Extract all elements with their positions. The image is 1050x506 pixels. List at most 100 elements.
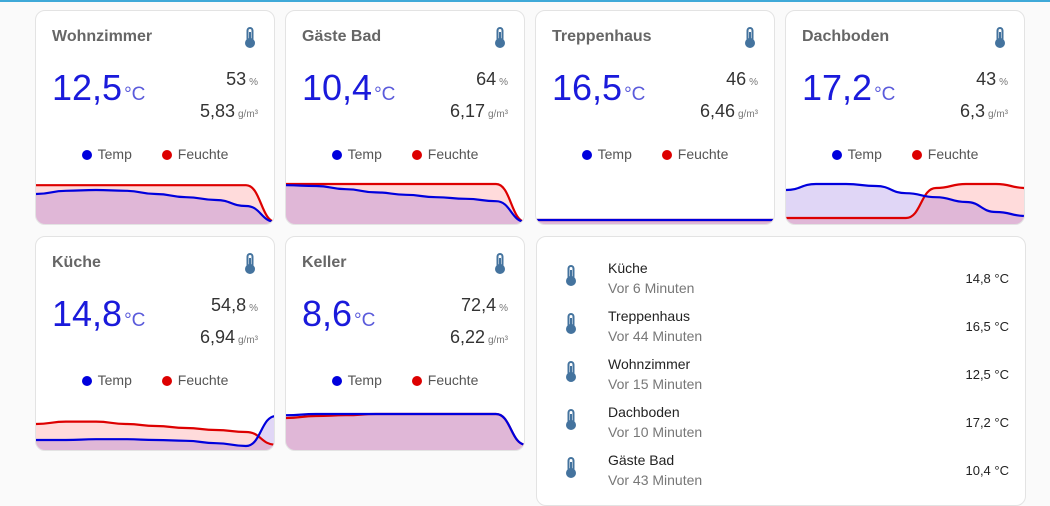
temp-dot-icon (581, 150, 592, 160)
humidity-dot-icon (411, 150, 422, 160)
entity-value: 12,5 °C (965, 367, 1009, 382)
humidity-area (36, 185, 274, 224)
legend-temp[interactable]: Temp (831, 146, 882, 162)
temp-dot-icon (81, 150, 92, 160)
temperature-unit: °C (124, 84, 146, 105)
humidity-dot-icon (161, 150, 172, 160)
chart-legend: Temp Feuchte (286, 372, 524, 388)
legend-temp-label: Temp (97, 146, 132, 162)
legend-temp-label: Temp (347, 146, 382, 162)
entity-name: Treppenhaus (608, 308, 690, 324)
sensor-card-0[interactable]: Wohnzimmer 12,5 °C 53% 5,83 g/m³ Temp Feuc… (35, 10, 275, 225)
absolute-humidity-unit: g/m³ (238, 335, 258, 346)
legend-temp[interactable]: Temp (331, 146, 382, 162)
card-title: Küche (52, 254, 101, 271)
humidity-line (36, 184, 274, 223)
temperature-unit: °C (624, 84, 646, 105)
sparkline-chart (286, 412, 524, 450)
card-title: Dachboden (802, 28, 890, 45)
legend-humidity[interactable]: Feuchte (161, 372, 229, 388)
humidity-value: 72,4% (461, 295, 508, 315)
humidity-unit: % (249, 303, 258, 314)
legend-humidity[interactable]: Feuchte (411, 146, 478, 162)
humidity-area (786, 184, 1024, 224)
legend-humidity-label: Feuchte (427, 372, 479, 388)
sparkline-chart (286, 182, 524, 224)
absolute-humidity-unit: g/m³ (488, 335, 508, 346)
entity-row[interactable]: Küche Vor 6 Minuten 14,8 °C (537, 251, 1025, 299)
chart-legend: Temp Feuchte (36, 146, 274, 162)
humidity-dot-icon (411, 376, 422, 386)
entities-card: Küche Vor 6 Minuten 14,8 °C Treppenhaus Vor … (536, 236, 1026, 506)
humidity-dot-icon (161, 376, 172, 386)
sparkline-chart (36, 415, 274, 450)
entity-last-changed: Vor 6 Minuten (608, 280, 695, 296)
temperature-value: 16,5 °C (552, 67, 646, 108)
humidity-dot-icon (661, 150, 672, 160)
chart-legend: Temp Feuchte (36, 372, 274, 388)
sensor-card-1[interactable]: Gäste Bad 10,4 °C 64% 6,17 g/m³ Temp Feuch… (285, 10, 525, 225)
legend-humidity[interactable]: Feuchte (161, 146, 228, 162)
entity-row[interactable]: Wohnzimmer Vor 15 Minuten 12,5 °C (537, 347, 1025, 395)
thermometer-icon (565, 265, 577, 292)
absolute-humidity-value: 6,22 g/m³ (449, 327, 508, 347)
humidity-dot-icon (911, 150, 922, 160)
temperature-unit: °C (874, 84, 896, 105)
legend-humidity-label: Feuchte (177, 372, 229, 388)
thermometer-icon (565, 457, 577, 484)
sensor-card-5[interactable]: Keller 8,6 °C 72,4% 6,22 g/m³ Temp Feuchte (285, 236, 525, 451)
legend-temp[interactable]: Temp (81, 146, 132, 162)
legend-temp[interactable]: Temp (581, 146, 632, 162)
temp-line (36, 188, 274, 223)
sparkline-chart (786, 182, 1024, 224)
absolute-humidity-value: 6,3 g/m³ (959, 101, 1008, 121)
legend-humidity[interactable]: Feuchte (411, 372, 479, 388)
card-title: Keller (302, 254, 347, 271)
sparkline-chart (536, 218, 774, 224)
temp-dot-icon (331, 150, 342, 160)
sensor-card-3[interactable]: Dachboden 17,2 °C 43% 6,3 g/m³ Temp Feucht… (785, 10, 1025, 225)
legend-humidity[interactable]: Feuchte (661, 146, 729, 162)
entity-name: Wohnzimmer (608, 356, 691, 372)
humidity-unit: % (499, 77, 508, 88)
temp-area (286, 185, 524, 224)
sparkline-chart (36, 184, 274, 224)
temp-area (286, 414, 524, 450)
thermometer-icon (244, 27, 256, 54)
temperature-unit: °C (374, 84, 396, 105)
temperature-value: 17,2 °C (802, 67, 896, 108)
temp-line (36, 415, 274, 448)
humidity-unit: % (999, 77, 1008, 88)
entity-value: 17,2 °C (965, 415, 1009, 430)
humidity-value: 64% (476, 69, 508, 89)
legend-temp[interactable]: Temp (81, 372, 132, 388)
legend-humidity[interactable]: Feuchte (911, 146, 978, 162)
entity-row[interactable]: Treppenhaus Vor 44 Minuten 16,5 °C (537, 299, 1025, 347)
sensor-card-4[interactable]: Küche 14,8 °C 54,8% 6,94 g/m³ Temp Feuchte (35, 236, 275, 451)
temperature-value: 14,8 °C (52, 293, 146, 334)
legend-temp-label: Temp (97, 372, 132, 388)
chart-legend: Temp Feuchte (536, 146, 774, 162)
entity-row[interactable]: Dachboden Vor 10 Minuten 17,2 °C (537, 395, 1025, 443)
temp-line (286, 184, 524, 223)
chart-legend: Temp Feuchte (286, 146, 524, 162)
card-title: Treppenhaus (552, 28, 652, 45)
thermometer-icon (565, 361, 577, 388)
entity-row[interactable]: Gäste Bad Vor 43 Minuten 10,4 °C (537, 443, 1025, 491)
absolute-humidity-value: 5,83 g/m³ (199, 101, 258, 121)
absolute-humidity-unit: g/m³ (988, 109, 1008, 120)
legend-temp-label: Temp (347, 372, 382, 388)
sensor-card-2[interactable]: Treppenhaus 16,5 °C 46% 6,46 g/m³ Temp Feu… (535, 10, 775, 225)
legend-humidity-label: Feuchte (677, 146, 729, 162)
temperature-value: 12,5 °C (52, 67, 146, 108)
legend-temp-label: Temp (847, 146, 882, 162)
absolute-humidity-value: 6,94 g/m³ (199, 327, 258, 347)
entity-last-changed: Vor 44 Minuten (608, 328, 703, 344)
humidity-area (286, 184, 524, 224)
legend-temp[interactable]: Temp (331, 372, 382, 388)
entity-last-changed: Vor 43 Minuten (608, 472, 703, 488)
humidity-line (286, 182, 524, 223)
thermometer-icon (744, 27, 756, 54)
temperature-unit: °C (124, 310, 146, 331)
humidity-line (36, 420, 274, 446)
